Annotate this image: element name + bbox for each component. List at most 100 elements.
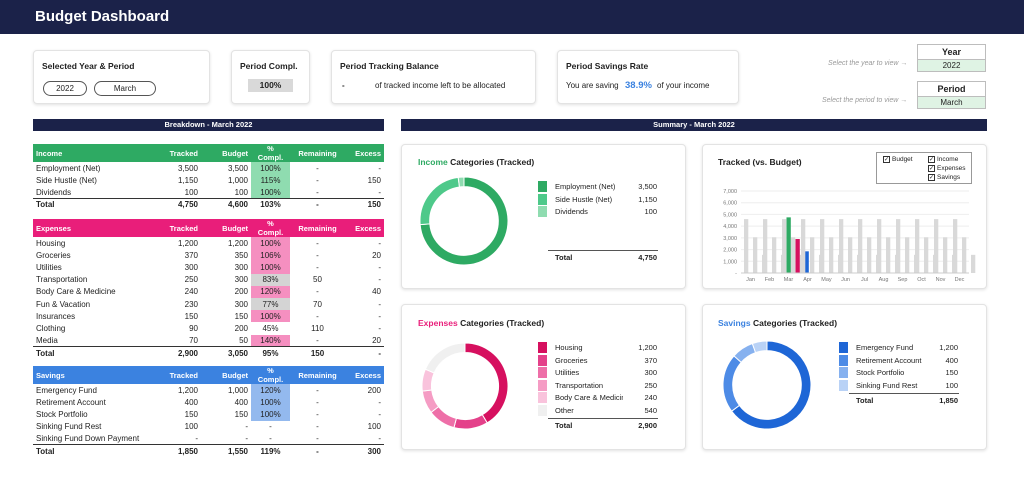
legend-item-value: 400 xyxy=(945,355,958,365)
tracking-balance-label: Period Tracking Balance xyxy=(340,61,439,71)
row-tracked: 1,200 xyxy=(177,238,198,248)
bar-budget xyxy=(839,219,844,273)
legend-item-name: Sinking Fund Rest xyxy=(856,380,918,390)
row-name: Body Care & Medicine xyxy=(36,287,116,297)
row-excess: - xyxy=(378,238,381,248)
row-remaining: 150 xyxy=(290,346,345,359)
row-tracked: 100 xyxy=(184,187,198,197)
period-hint: Select the period to view → xyxy=(822,97,908,104)
bar-budget xyxy=(753,237,758,273)
checkbox-icon: ✓ xyxy=(928,165,935,172)
legend-item-name: Retirement Account xyxy=(856,355,922,365)
legend-total-label: Total xyxy=(856,396,874,405)
checkbox-icon: ✓ xyxy=(928,174,935,181)
row-remaining: - xyxy=(316,434,319,444)
row-excess: - xyxy=(378,275,381,285)
row-excess: 40 xyxy=(372,287,381,297)
expenses-chart-title-rest: Categories (Tracked) xyxy=(457,318,545,328)
row-tracked: 150 xyxy=(184,409,198,419)
table-row: Sinking Fund Down Payment - - - - - xyxy=(33,432,384,445)
period-pill[interactable]: March xyxy=(94,81,156,96)
row-budget: 3,050 xyxy=(201,346,251,359)
income-chart-title: Income Categories (Tracked) xyxy=(418,157,534,167)
period-selector-label: Period xyxy=(937,84,966,94)
bar-income xyxy=(786,217,791,273)
legend-expenses[interactable]: ✓ Expenses xyxy=(928,165,966,172)
period-selector-value[interactable]: March xyxy=(918,96,985,108)
legend-total-divider xyxy=(548,418,658,419)
legend-item-name: Stock Portfolio xyxy=(856,368,905,377)
donut-slice xyxy=(722,355,742,412)
row-tracked: 4,750 xyxy=(151,198,201,211)
bar-budget xyxy=(848,237,853,273)
legend-budget[interactable]: ✓ Budget xyxy=(883,156,913,163)
expenses-categories-card: Expenses Categories (Tracked) Housing 1,2… xyxy=(401,304,686,450)
row-budget: 50 xyxy=(239,335,248,345)
x-tick-label: Jul xyxy=(861,277,868,283)
legend-income[interactable]: ✓ Income xyxy=(928,156,958,163)
legend-item-name: Groceries xyxy=(555,355,588,365)
row-name: Utilities xyxy=(36,262,62,272)
row-remaining: - xyxy=(316,262,319,272)
bar-budget xyxy=(877,219,882,273)
row-remaining: 70 xyxy=(313,299,322,309)
row-remaining: - xyxy=(316,175,319,185)
legend-item-value: 300 xyxy=(644,368,657,377)
breakdown-section-bar: Breakdown - March 2022 xyxy=(33,119,384,131)
row-remaining: 50 xyxy=(313,275,322,285)
row-remaining: - xyxy=(290,444,345,458)
table-row: Retirement Account 400 400 100% - - xyxy=(33,396,384,409)
row-tracked: 370 xyxy=(184,250,198,260)
bar-budget xyxy=(791,237,796,273)
year-selector-value[interactable]: 2022 xyxy=(918,59,985,71)
x-tick-label: Jan xyxy=(746,277,755,283)
row-excess: - xyxy=(378,397,381,407)
bar-budget xyxy=(810,237,815,273)
row-remaining: - xyxy=(316,187,319,197)
row-pct: 119% xyxy=(251,444,290,458)
row-tracked: 150 xyxy=(184,311,198,321)
y-tick-label: 1,000 xyxy=(723,259,737,265)
legend-item-name: Other xyxy=(555,405,574,415)
bar-budget xyxy=(934,219,939,273)
savings-chart-title-colored: Savings xyxy=(718,318,751,328)
legend-item-name: Housing xyxy=(555,343,583,352)
selected-period-card: Selected Year & Period 2022 March xyxy=(33,50,210,104)
row-excess: 100 xyxy=(367,422,381,432)
year-pill[interactable]: 2022 xyxy=(43,81,87,96)
bar-budget xyxy=(886,237,891,273)
row-name: Clothing xyxy=(36,323,66,333)
row-budget: 350 xyxy=(234,250,248,260)
row-pct: 100% xyxy=(251,396,290,409)
row-budget: 1,200 xyxy=(227,238,248,248)
row-excess: 200 xyxy=(367,385,381,395)
bar-expenses xyxy=(795,239,800,273)
row-remaining: - xyxy=(316,385,319,395)
year-selector: Year 2022 xyxy=(917,44,986,72)
legend-swatch xyxy=(538,367,547,378)
donut-slice xyxy=(464,342,509,424)
row-tracked: - xyxy=(195,434,198,444)
period-selector: Period March xyxy=(917,81,986,109)
col-budget: Budget xyxy=(222,148,248,158)
savings-rate-value: 38.9% xyxy=(625,80,652,91)
row-budget: 4,600 xyxy=(201,198,251,211)
bar-budget xyxy=(924,237,929,273)
row-excess: - xyxy=(378,163,381,173)
row-pct: - xyxy=(251,432,290,445)
table-row: Body Care & Medicine 240 200 120% - 40 xyxy=(33,285,384,298)
col-pct: % Compl. xyxy=(257,366,284,384)
x-tick-label: Mar xyxy=(784,277,794,283)
row-name: Media xyxy=(36,335,58,345)
expenses-legend: Housing 1,200 Groceries 370 Utilities 300 Tran… xyxy=(538,342,658,447)
row-pct: 120% xyxy=(251,384,290,397)
row-name: Total xyxy=(33,198,151,211)
bar-budget xyxy=(858,219,863,273)
col-remaining: Remaining xyxy=(298,370,337,380)
bar-budget xyxy=(867,237,872,273)
row-remaining: - xyxy=(316,163,319,173)
legend-savings[interactable]: ✓ Savings xyxy=(928,174,960,181)
row-tracked: 1,850 xyxy=(151,444,201,458)
year-hint: Select the year to view → xyxy=(828,60,908,67)
row-tracked: 240 xyxy=(184,287,198,297)
